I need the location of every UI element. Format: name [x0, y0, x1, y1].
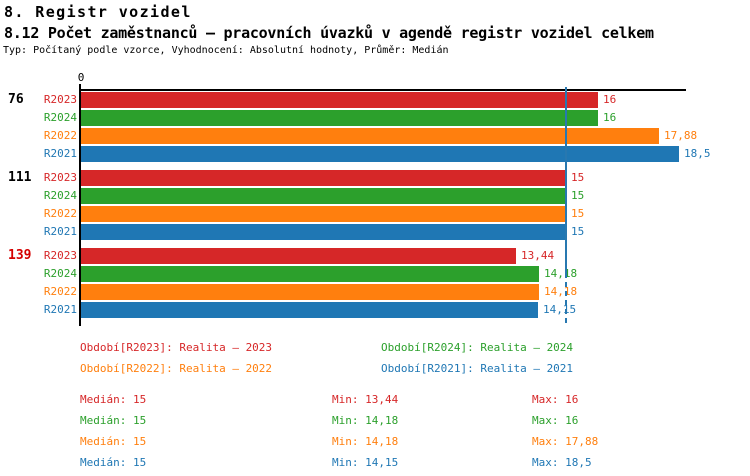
bar-value-label: 16 [603, 111, 617, 124]
bar-value-label: 17,88 [664, 129, 698, 142]
bar-R2024 [81, 188, 566, 204]
bar-value-label: 14,18 [544, 285, 578, 298]
series-row-label: R2022 [43, 207, 77, 220]
series-row-label: R2022 [43, 129, 77, 142]
stat-median-R2024: Medián: 15 [80, 414, 147, 427]
page-title: 8. Registr vozidel [4, 3, 192, 21]
bar-value-label: 14,18 [544, 267, 578, 280]
series-row-label: R2023 [43, 93, 77, 106]
series-row-label: R2024 [43, 111, 77, 124]
legend-item-R2021: Období[R2021]: Realita – 2021 [381, 362, 574, 375]
stat-min-R2021: Min: 14,15 [332, 456, 399, 469]
stat-median-R2021: Medián: 15 [80, 456, 147, 469]
bar-R2022 [81, 128, 659, 144]
bar-R2021 [81, 302, 538, 318]
stat-max-R2024: Max: 16 [532, 414, 579, 427]
bar-R2024 [81, 266, 539, 282]
series-row-label: R2021 [43, 225, 77, 238]
group-label: 111 [8, 170, 32, 185]
stat-min-R2022: Min: 14,18 [332, 435, 399, 448]
bar-value-label: 15 [571, 171, 585, 184]
stat-max-R2022: Max: 17,88 [532, 435, 599, 448]
series-row-label: R2021 [43, 303, 77, 316]
series-row-label: R2021 [43, 147, 77, 160]
series-row-label: R2024 [43, 189, 77, 202]
median-line-dashed [565, 273, 567, 326]
legend-item-R2024: Období[R2024]: Realita – 2024 [381, 341, 574, 354]
stat-median-R2023: Medián: 15 [80, 393, 147, 406]
series-row-label: R2022 [43, 285, 77, 298]
bar-value-label: 16 [603, 93, 617, 106]
bar-R2021 [81, 224, 566, 240]
series-row-label: R2024 [43, 267, 77, 280]
bar-value-label: 15 [571, 225, 585, 238]
bar-R2023 [81, 170, 566, 186]
bar-value-label: 15 [571, 189, 585, 202]
series-row-label: R2023 [43, 249, 77, 262]
stat-median-R2022: Medián: 15 [80, 435, 147, 448]
page-subtitle: 8.12 Počet zaměstnanců – pracovních úvaz… [4, 24, 654, 42]
group-label: 76 [8, 92, 24, 107]
legend-item-R2023: Období[R2023]: Realita – 2023 [80, 341, 273, 354]
bar-value-label: 15 [571, 207, 585, 220]
bar-R2022 [81, 284, 539, 300]
bar-value-label: 13,44 [521, 249, 555, 262]
stat-min-R2023: Min: 13,44 [332, 393, 399, 406]
bar-R2021 [81, 146, 679, 162]
series-row-label: R2023 [43, 171, 77, 184]
group-label: 139 [8, 248, 32, 263]
stat-max-R2023: Max: 16 [532, 393, 579, 406]
bar-value-label: 18,5 [684, 147, 711, 160]
bar-R2023 [81, 92, 598, 108]
y-axis-line [79, 84, 81, 326]
x-axis-line [81, 89, 686, 91]
axis-origin-label: 0 [77, 71, 85, 84]
stat-min-R2024: Min: 14,18 [332, 414, 399, 427]
report-meta-line: Typ: Počítaný podle vzorce, Vyhodnocení:… [3, 45, 449, 56]
stat-max-R2021: Max: 18,5 [532, 456, 592, 469]
bar-R2022 [81, 206, 566, 222]
median-line [565, 87, 567, 273]
bar-value-label: 14,15 [543, 303, 577, 316]
bar-R2023 [81, 248, 516, 264]
legend-item-R2022: Období[R2022]: Realita – 2022 [80, 362, 273, 375]
bar-R2024 [81, 110, 598, 126]
